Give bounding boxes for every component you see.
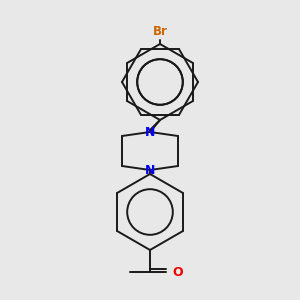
Text: N: N	[145, 125, 155, 139]
Text: O: O	[172, 266, 183, 278]
Text: Br: Br	[153, 25, 167, 38]
Text: N: N	[145, 164, 155, 176]
